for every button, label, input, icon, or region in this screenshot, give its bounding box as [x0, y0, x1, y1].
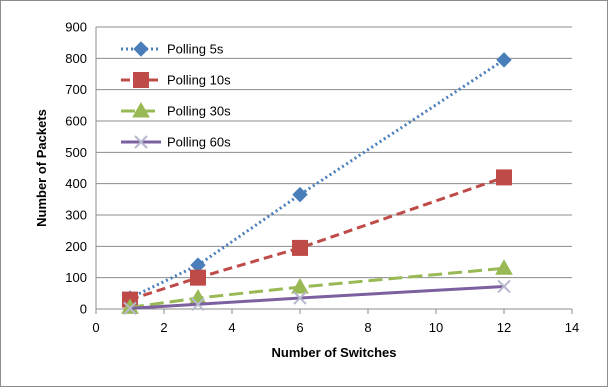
tick-labels: 0 100 200 300 400 500 600 700 800 900 0 2 4 6 8 10 12 14: [65, 20, 579, 336]
x-tick-label: 6: [296, 320, 303, 335]
x-tick-label: 4: [228, 320, 235, 335]
legend-item-3: Polling 30s: [121, 101, 231, 119]
x-axis-title: Number of Switches: [272, 345, 397, 360]
y-tick-label: 700: [65, 82, 87, 97]
x-tick-label: 8: [364, 320, 371, 335]
y-tick-label: 800: [65, 51, 87, 66]
series-line: [129, 266, 505, 309]
gridlines: [96, 26, 572, 279]
legend-marker: [134, 135, 148, 149]
legend-item-1: Polling 5s: [121, 41, 224, 57]
data-point: [191, 297, 205, 312]
legend-marker: [133, 72, 149, 88]
marker-stroke: [123, 301, 137, 316]
series-line: [129, 284, 505, 310]
data-point: [121, 298, 139, 314]
x-tick-label: 14: [565, 320, 579, 335]
y-tick-label: 0: [80, 302, 87, 317]
x-tick-label: 0: [92, 320, 99, 335]
y-tick-label: 900: [65, 20, 87, 35]
data-point: [496, 52, 512, 68]
data-point: [496, 169, 512, 186]
legend-label: Polling 30s: [167, 104, 231, 119]
y-tick-label: 500: [65, 145, 87, 160]
y-tick-label: 200: [65, 239, 87, 254]
data-point: [292, 186, 308, 203]
data-point: [190, 269, 206, 286]
data-point: [292, 239, 308, 256]
legend-marker: [132, 101, 150, 118]
x-tick-label: 2: [160, 320, 167, 335]
series-group: [121, 52, 513, 316]
legend: Polling 5s Polling 10s Polling 30s Polling …: [121, 41, 231, 150]
legend-item-4: Polling 60s: [121, 135, 231, 150]
data-point: [123, 301, 137, 316]
axes: [95, 27, 573, 314]
y-tick-label: 400: [65, 176, 87, 191]
data-point: [495, 259, 513, 275]
x-tick-label: 10: [429, 320, 443, 335]
legend-label: Polling 5s: [167, 42, 224, 57]
legend-item-2: Polling 10s: [121, 72, 231, 88]
marker-stroke: [134, 135, 148, 149]
data-point: [291, 278, 309, 294]
series-line: [129, 175, 505, 302]
y-tick-label: 600: [65, 114, 87, 129]
series-4: [123, 279, 511, 316]
data-point: [293, 291, 307, 305]
legend-label: Polling 60s: [167, 135, 231, 150]
data-point: [497, 279, 511, 294]
marker-stroke: [497, 279, 511, 294]
series-line: [129, 58, 505, 300]
marker-stroke: [191, 297, 205, 312]
y-axis-title: Number of Packets: [34, 109, 49, 227]
legend-marker: [133, 41, 149, 57]
marker-stroke: [293, 291, 307, 305]
y-tick-label: 100: [65, 270, 87, 285]
y-tick-label: 300: [65, 208, 87, 223]
legend-label: Polling 10s: [167, 73, 231, 88]
x-tick-label: 12: [497, 320, 511, 335]
